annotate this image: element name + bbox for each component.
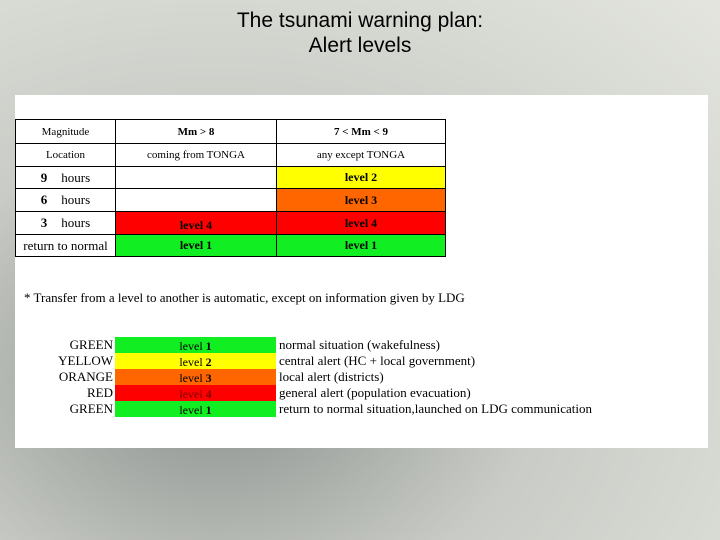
legend-word: level [179,387,203,401]
header-text: Mm > 8 [177,125,215,138]
legend-word: level [179,355,203,369]
legend-number: 4 [205,387,212,401]
level-cell: level 1 [276,234,446,257]
row-unit: hours [61,169,91,185]
legend-word: level [179,371,203,385]
legend-number: 1 [205,339,212,353]
level-text: level 2 [344,170,378,184]
title: The tsunami warning plan: Alert levels [0,8,720,58]
level-cell: level 1 [115,234,277,257]
legend-description: normal situation (wakefulness) [279,337,441,352]
level-cell: level 2 [276,166,446,189]
legend-number: 2 [205,355,212,369]
location-text: any except TONGA [316,149,406,161]
header-text: 7 < Mm < 9 [333,125,389,138]
legend-word: level [179,339,203,353]
row-unit: hours [61,215,91,230]
level-cell [115,188,277,212]
row-label-text: return to normal [23,237,108,253]
legend-swatch: level 1 [115,401,276,417]
legend-name: YELLOW [58,353,113,368]
legend-description: return to normal situation,launched on L… [279,401,593,416]
location-cell: coming from TONGA [115,143,277,167]
location-cell: Location [15,143,116,167]
legend-name: GREEN [69,337,113,352]
level-cell: level 4 [115,211,277,235]
level-cell [115,166,277,189]
level-cell: level 3 [276,188,446,212]
legend-swatch: level 1 [115,337,276,353]
header-cell: Magnitude [15,119,116,144]
row-label: return to normal [15,234,116,257]
row-number: 3 [40,215,48,230]
level-text: level 3 [344,192,378,207]
header-cell: Mm > 8 [115,119,277,144]
row-label: 6 hours [15,188,116,212]
level-text: level 4 [179,218,213,232]
row-label: 3 hours [15,211,116,235]
location-text: coming from TONGA [147,149,245,161]
level-text: level 4 [344,215,378,230]
row-number: 9 [40,169,48,185]
legend-number: 3 [205,371,212,385]
level-text: level 1 [179,238,213,252]
note: * Transfer from a level to another is au… [24,290,465,305]
title-line: The tsunami warning plan: [236,9,484,32]
row-number: 6 [40,192,48,207]
legend-description: general alert (population evacuation) [279,385,471,400]
row-label: 9 hours [15,166,116,189]
legend-swatch: level 4 [115,385,276,401]
legend-swatch: level 2 [115,353,276,369]
title-line: Alert levels [308,34,412,57]
level-cell: level 4 [276,211,446,235]
location-cell: any except TONGA [276,143,446,167]
legend-word: level [179,403,203,417]
header-cell: 7 < Mm < 9 [276,119,446,144]
legend-description: central alert (HC + local government) [279,353,476,368]
legend-description: local alert (districts) [279,369,384,384]
header-text: Magnitude [41,125,90,138]
level-text: level 1 [344,238,378,252]
legend-swatch: level 3 [115,369,276,385]
legend-name: GREEN [69,401,113,416]
row-unit: hours [61,192,91,207]
legend-name: ORANGE [58,369,113,384]
legend-name: RED [87,385,113,400]
legend-number: 1 [205,403,212,417]
location-text: Location [45,149,86,161]
